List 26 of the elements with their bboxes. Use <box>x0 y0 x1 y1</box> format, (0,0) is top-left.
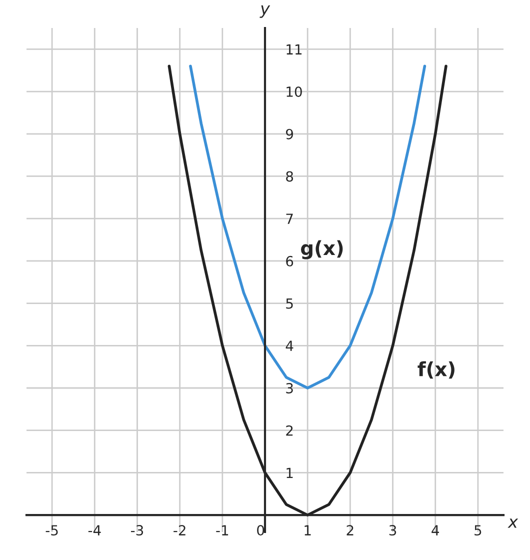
x-tick-label: 1 <box>304 525 311 536</box>
y-tick-label: 7 <box>286 214 293 224</box>
x-tick-label: -3 <box>130 525 144 536</box>
y-tick-label: 10 <box>286 86 302 98</box>
x-tick-label: 2 <box>346 525 354 536</box>
x-tick-label: 0 <box>257 525 264 536</box>
x-tick-label: 5 <box>474 525 482 536</box>
y-tick-label: 6 <box>286 256 294 266</box>
x-tick-label: -4 <box>88 525 101 536</box>
x-tick-label: -2 <box>174 525 186 536</box>
x-tick-label: 3 <box>389 525 396 536</box>
y-tick-label: 9 <box>286 128 293 140</box>
x-tick-label: 4 <box>432 525 439 536</box>
y-tick-label: 3 <box>286 382 293 394</box>
annotation: g(x) <box>301 240 343 260</box>
y-tick-label: 8 <box>286 171 294 182</box>
y-tick-label: 2 <box>286 425 293 436</box>
annotation: f(x) <box>418 361 454 379</box>
x-tick-label: -1 <box>216 525 228 536</box>
y-tick-label: 4 <box>286 340 294 351</box>
y-tick-label: 11 <box>286 44 302 54</box>
y-tick-label: 1 <box>286 468 293 478</box>
y-axis-title: y <box>260 5 270 18</box>
x-tick-label: -5 <box>46 525 58 536</box>
y-tick-label: 5 <box>286 298 293 309</box>
x-axis-title: x <box>508 518 518 528</box>
